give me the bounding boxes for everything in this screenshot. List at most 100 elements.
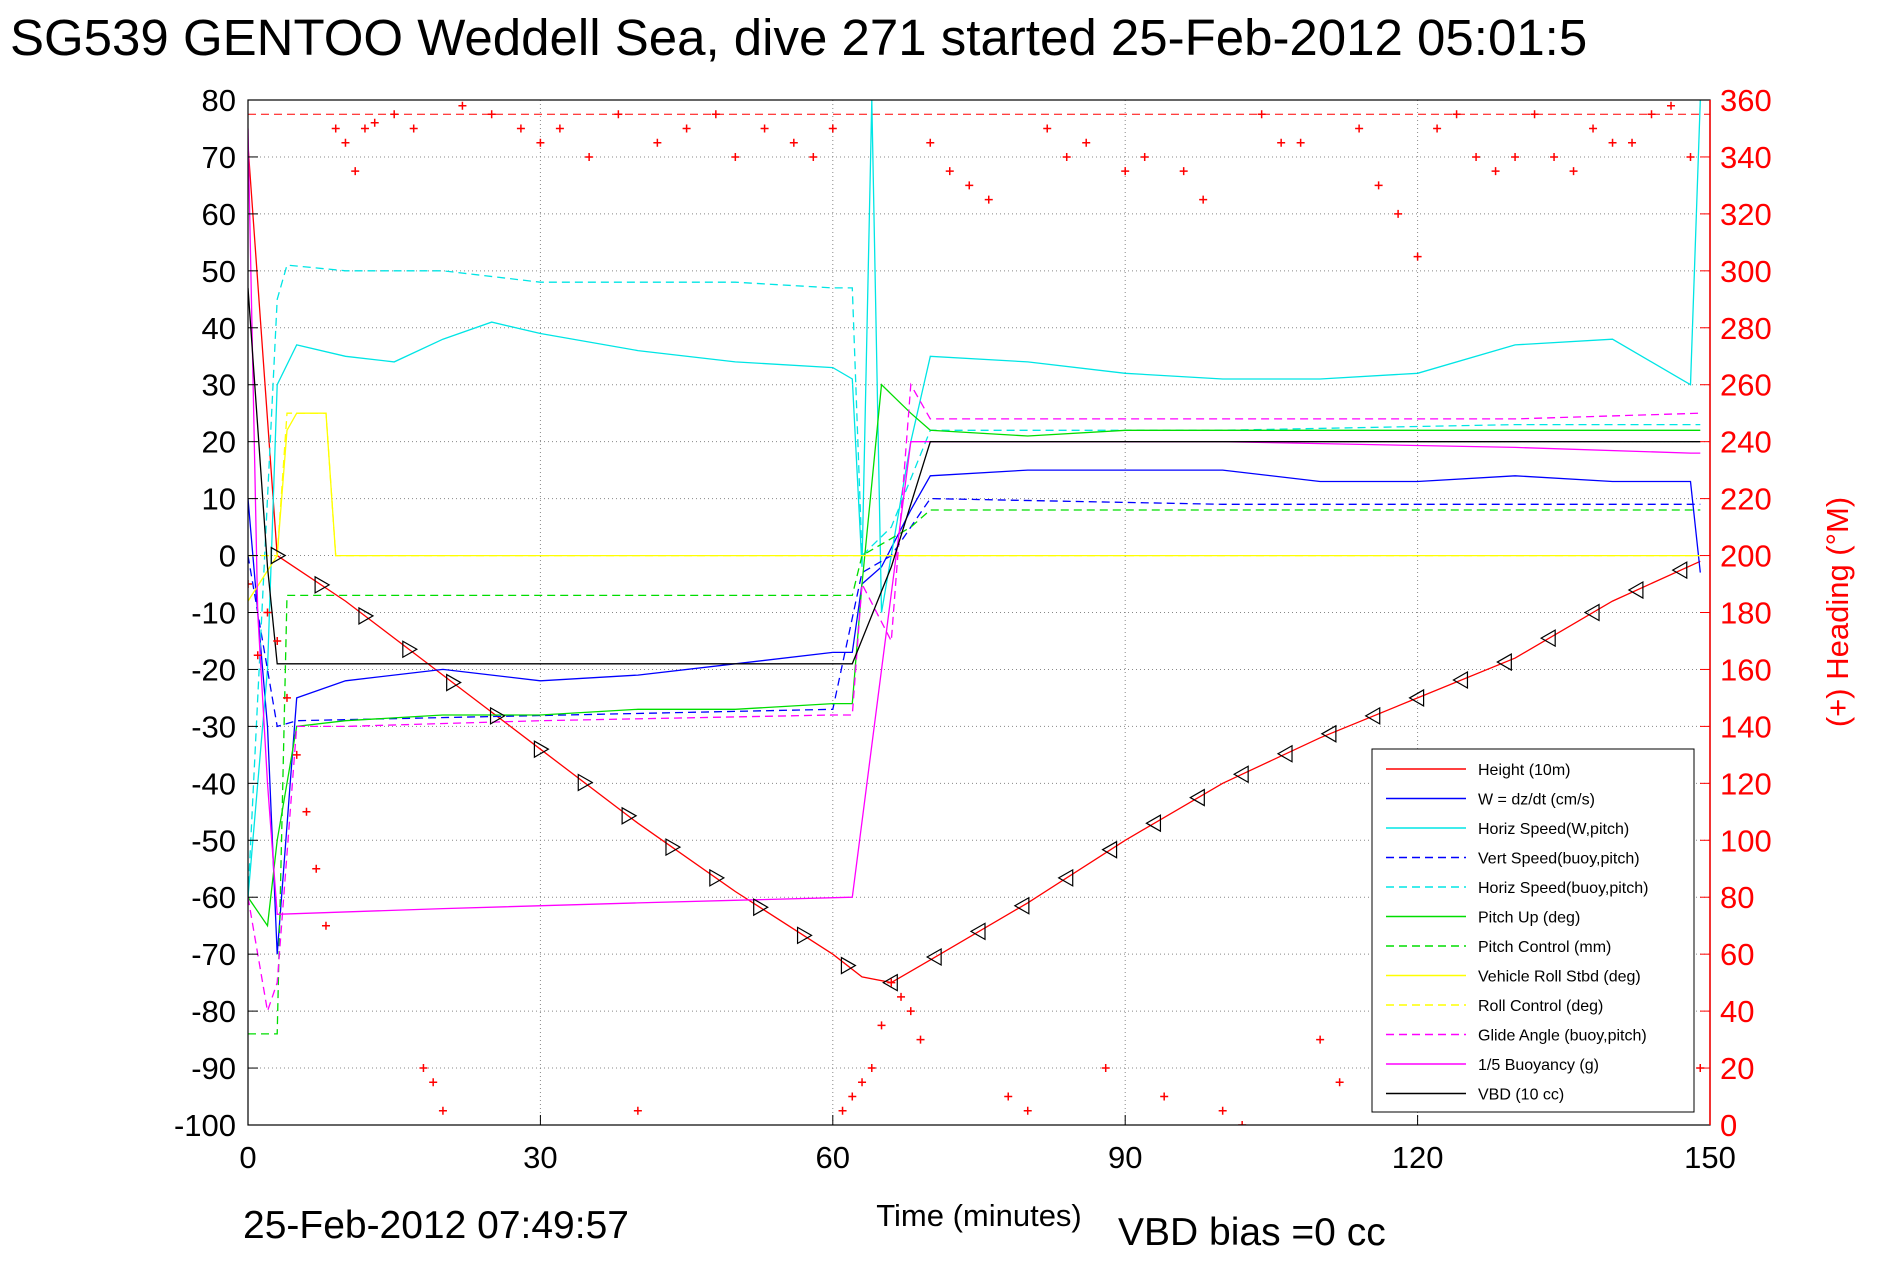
height-marker xyxy=(358,606,375,625)
heading-marker xyxy=(760,124,769,133)
height-marker xyxy=(840,956,857,975)
heading-markers xyxy=(248,101,1705,1125)
right-tick-label: 260 xyxy=(1720,368,1772,403)
heading-marker xyxy=(984,195,993,204)
heading-marker xyxy=(1296,138,1305,147)
right-tick-label: 60 xyxy=(1720,937,1754,972)
y-tick-label: 50 xyxy=(202,254,236,289)
heading-marker xyxy=(897,992,906,1001)
right-axis-label: (+) Heading (°M) xyxy=(1820,497,1855,727)
y-tick-label: -100 xyxy=(174,1108,236,1143)
heading-marker xyxy=(887,978,896,987)
height-marker xyxy=(882,973,898,992)
heading-marker xyxy=(1043,124,1052,133)
heading-marker xyxy=(302,807,311,816)
legend-label-1: W = dz/dt (cm/s) xyxy=(1478,792,1595,809)
heading-marker xyxy=(273,636,282,645)
heading-marker xyxy=(1491,167,1500,176)
heading-marker xyxy=(711,110,720,119)
y-tick-label: 10 xyxy=(202,482,236,517)
heading-marker xyxy=(867,1064,876,1073)
heading-marker xyxy=(1413,252,1422,261)
heading-marker xyxy=(848,1092,857,1101)
height-marker xyxy=(1539,629,1556,648)
right-tick-label: 100 xyxy=(1720,823,1772,858)
heading-marker xyxy=(1589,124,1598,133)
heading-marker xyxy=(1140,152,1149,161)
x-tick-label: 150 xyxy=(1684,1140,1736,1175)
y-tick-label: -90 xyxy=(191,1051,236,1086)
right-tick-label: 0 xyxy=(1720,1108,1737,1143)
heading-marker xyxy=(1199,195,1208,204)
right-tick-label: 240 xyxy=(1720,425,1772,460)
height-marker xyxy=(796,926,813,945)
heading-marker xyxy=(1452,110,1461,119)
footer-timestamp: 25-Feb-2012 07:49:57 xyxy=(243,1204,629,1247)
heading-marker xyxy=(429,1078,438,1087)
legend-label-9: Glide Angle (buoy,pitch) xyxy=(1478,1028,1647,1045)
right-tick-label: 220 xyxy=(1720,482,1772,517)
series-line-5 xyxy=(248,383,1701,928)
heading-marker xyxy=(438,1106,447,1115)
heading-marker xyxy=(1160,1092,1169,1101)
legend-label-6: Pitch Control (mm) xyxy=(1478,939,1611,956)
y-tick-label: -60 xyxy=(191,880,236,915)
right-tick-label: 280 xyxy=(1720,311,1772,346)
heading-marker xyxy=(585,152,594,161)
legend-label-7: Vehicle Roll Stbd (deg) xyxy=(1478,969,1641,986)
series-line-4 xyxy=(248,264,1701,898)
right-tick-label: 320 xyxy=(1720,197,1772,232)
y-tick-label: 60 xyxy=(202,197,236,232)
height-marker xyxy=(1145,814,1162,833)
height-marker xyxy=(753,898,769,917)
heading-marker xyxy=(1647,110,1656,119)
right-tick-label: 300 xyxy=(1720,254,1772,289)
y-tick-label: -40 xyxy=(191,766,236,801)
heading-marker xyxy=(1101,1064,1110,1073)
heading-marker xyxy=(1355,124,1364,133)
heading-marker xyxy=(516,124,525,133)
heading-marker xyxy=(1530,110,1539,119)
heading-marker xyxy=(731,152,740,161)
heading-marker xyxy=(1179,167,1188,176)
legend-label-11: VBD (10 cc) xyxy=(1478,1087,1564,1104)
heading-marker xyxy=(1686,152,1695,161)
legend-label-5: Pitch Up (deg) xyxy=(1478,910,1580,927)
x-axis-label: Time (minutes) xyxy=(876,1198,1082,1233)
heading-marker xyxy=(1062,152,1071,161)
right-tick-label: 120 xyxy=(1720,766,1772,801)
x-tick-label: 30 xyxy=(523,1140,557,1175)
heading-marker xyxy=(1218,1106,1227,1115)
y-tick-label: 0 xyxy=(219,539,236,574)
chart-title: SG539 GENTOO Weddell Sea, dive 271 start… xyxy=(10,9,1588,66)
heading-marker xyxy=(487,110,496,119)
height-marker xyxy=(621,806,638,825)
legend-label-3: Vert Speed(buoy,pitch) xyxy=(1478,851,1640,868)
heading-marker xyxy=(341,138,350,147)
height-marker xyxy=(270,546,287,565)
legend-label-2: Horiz Speed(W,pitch) xyxy=(1478,821,1629,838)
right-tick-label: 180 xyxy=(1720,596,1772,631)
y-tick-label: -30 xyxy=(191,709,236,744)
heading-marker xyxy=(633,1106,642,1115)
heading-marker xyxy=(1023,1106,1032,1115)
series-line-8 xyxy=(248,412,1701,557)
heading-marker xyxy=(1277,138,1286,147)
heading-marker xyxy=(877,1021,886,1030)
heading-marker xyxy=(965,181,974,190)
height-marker xyxy=(665,838,682,857)
heading-marker xyxy=(292,750,301,759)
heading-marker xyxy=(945,167,954,176)
height-marker xyxy=(709,868,726,887)
y-tick-label: -50 xyxy=(191,823,236,858)
series-layer xyxy=(248,100,1710,1035)
height-marker xyxy=(1101,840,1118,859)
heading-marker xyxy=(1257,110,1266,119)
height-marker xyxy=(1408,688,1425,707)
heading-marker xyxy=(312,864,321,873)
heading-marker xyxy=(916,1035,925,1044)
heading-marker xyxy=(248,580,252,589)
heading-marker xyxy=(1433,124,1442,133)
heading-marker xyxy=(1511,152,1520,161)
heading-marker xyxy=(390,110,399,119)
